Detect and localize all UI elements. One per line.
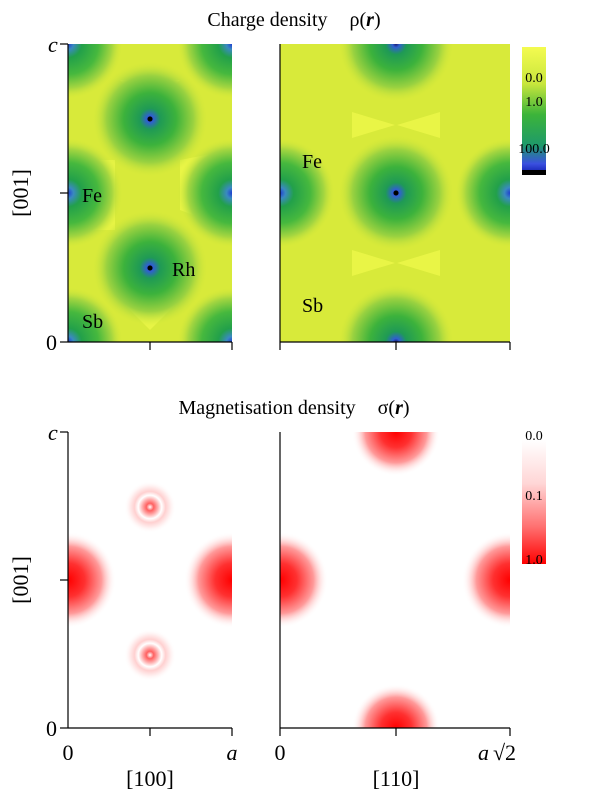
charge-density-title: Charge density ρ(r) bbox=[207, 9, 380, 31]
sb-atom-label: Sb bbox=[302, 295, 323, 317]
fe-moment-peak bbox=[462, 532, 510, 628]
y-tick-label-0: 0 bbox=[46, 330, 57, 355]
magnetisation-colorbar-gradient bbox=[522, 440, 546, 564]
y-tick-label-0: 0 bbox=[46, 716, 57, 741]
magnetisation-map-110 bbox=[280, 432, 510, 728]
x-tick-label-0-left: 0 bbox=[63, 740, 74, 765]
x-tick-label-a-left: a bbox=[227, 740, 238, 765]
charge-colorbar-tick: 1.0 bbox=[525, 95, 543, 110]
charge-map-100 bbox=[68, 44, 232, 342]
fe-density-peak bbox=[177, 44, 232, 99]
magnetisation-map-100 bbox=[68, 432, 232, 728]
charge-axes bbox=[60, 43, 511, 350]
rh-nucleus bbox=[147, 265, 153, 271]
charge-highlight-region bbox=[352, 112, 395, 138]
charge-colorbar-tick: 0.0 bbox=[525, 71, 543, 86]
rh-density-peak bbox=[338, 284, 454, 342]
x-tick-label-0-right: 0 bbox=[275, 740, 286, 765]
fe-atom-label: Fe bbox=[302, 151, 322, 173]
fe-density-peak bbox=[68, 44, 123, 99]
rh-atom-label: Rh bbox=[172, 259, 195, 281]
fe-moment-peak bbox=[352, 684, 440, 728]
rh-moment-peak bbox=[124, 629, 176, 681]
rh-moment-peak bbox=[124, 481, 176, 533]
x-axis-direction-100: [100] bbox=[126, 766, 174, 791]
magnetisation-axes bbox=[60, 431, 511, 736]
charge-colorbar-tick: 100.0 bbox=[518, 142, 550, 157]
fe-density-peak bbox=[177, 287, 232, 342]
fe-density-peak bbox=[177, 138, 232, 248]
fe-density-peak bbox=[280, 138, 335, 248]
charge-colorbar-nucleus-swatch bbox=[522, 170, 546, 175]
fe-atom-label: Fe bbox=[82, 185, 102, 207]
fe-density-peak bbox=[68, 138, 123, 248]
magnetisation-colorbar-tick: 1.0 bbox=[525, 553, 543, 568]
charge-highlight-region bbox=[397, 112, 440, 138]
x-tick-label-a-sqrt2: a √2 bbox=[478, 740, 516, 765]
fe-density-peak bbox=[68, 287, 123, 342]
y-tick-label-c: c bbox=[48, 420, 58, 445]
magnetisation-density-title: Magnetisation density σ(r) bbox=[178, 397, 409, 419]
rh-density-peak bbox=[338, 44, 454, 102]
fe-moment-peak bbox=[184, 532, 232, 628]
rh-nucleus bbox=[393, 190, 399, 196]
y-axis-label: [001] bbox=[8, 556, 33, 604]
fe-moment-peak bbox=[280, 532, 328, 628]
magnetisation-colorbar-tick: 0.0 bbox=[525, 429, 543, 444]
fe-moment-peak bbox=[352, 432, 440, 476]
charge-colorbar-gradient bbox=[522, 47, 546, 170]
fe-moment-peak bbox=[68, 532, 116, 628]
charge-highlight-region bbox=[397, 250, 440, 276]
magnetisation-colorbar: 0.0 0.1 1.0 bbox=[522, 429, 546, 568]
y-tick-label-c: c bbox=[48, 32, 58, 57]
x-axis-direction-110: [110] bbox=[373, 766, 420, 791]
rh-nucleus bbox=[147, 116, 153, 122]
fe-density-peak bbox=[455, 138, 510, 248]
magnetisation-colorbar-tick: 0.1 bbox=[525, 489, 543, 504]
y-axis-label: [001] bbox=[8, 169, 33, 217]
charge-map-110 bbox=[280, 44, 510, 342]
charge-colorbar: 0.0 1.0 100.0 bbox=[518, 47, 550, 175]
charge-highlight-region bbox=[352, 250, 395, 276]
sb-atom-label: Sb bbox=[82, 311, 103, 333]
